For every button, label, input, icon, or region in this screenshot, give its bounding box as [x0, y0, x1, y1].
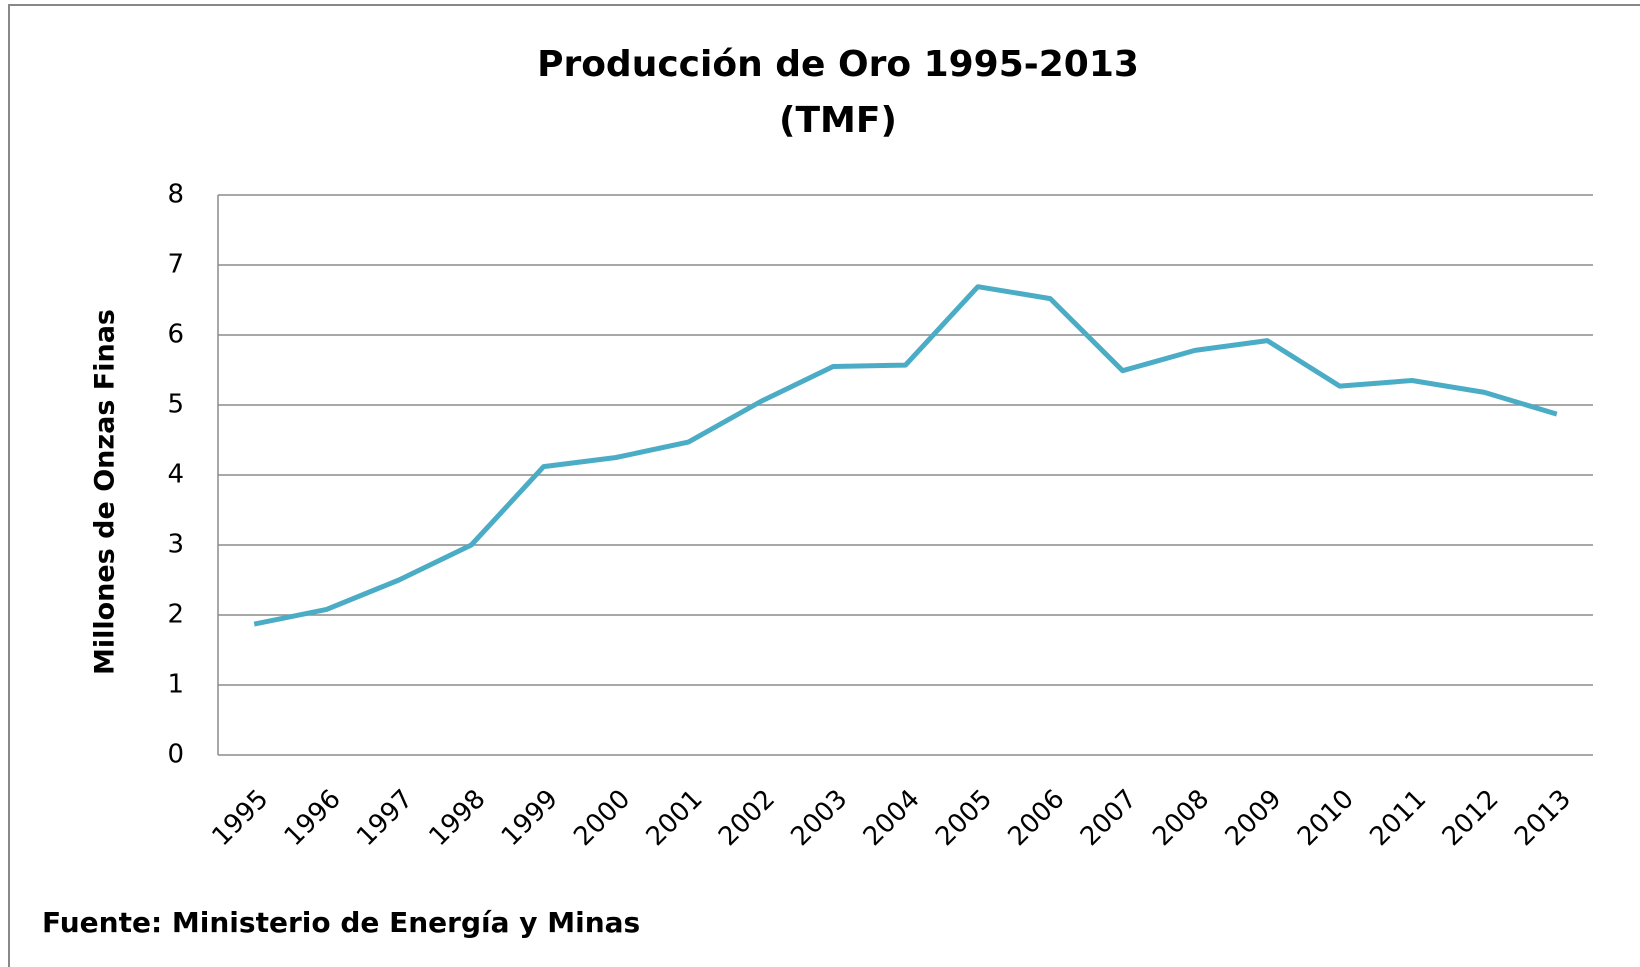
y-tick-label: 8 [167, 180, 184, 210]
x-tick-label: 1999 [496, 784, 564, 852]
data-line [253, 284, 1558, 627]
x-tick-label: 2007 [1075, 784, 1143, 852]
y-tick-label: 5 [167, 390, 184, 420]
x-tick-label: 1998 [424, 784, 492, 852]
y-tick-label: 3 [167, 530, 184, 560]
y-tick-label: 6 [167, 320, 184, 350]
x-tick-label: 2009 [1220, 784, 1288, 852]
x-tick-label: 2003 [785, 784, 853, 852]
y-tick-label: 7 [167, 250, 184, 280]
x-tick-label: 2001 [641, 784, 709, 852]
chart-frame [8, 4, 1640, 967]
y-axis-label: Millones de Onzas Finas [90, 309, 121, 675]
y-tick-label: 1 [167, 670, 184, 700]
y-tick-label: 0 [167, 740, 184, 770]
source-note: Fuente: Ministerio de Energía y Minas [42, 906, 640, 939]
x-tick-label: 2012 [1437, 784, 1505, 852]
x-tick-label: 1996 [279, 784, 347, 852]
x-tick-label: 2000 [568, 784, 636, 852]
x-tick-label: 2008 [1147, 784, 1215, 852]
x-tick-label: 2010 [1292, 784, 1360, 852]
x-tick-label: 2002 [713, 784, 781, 852]
x-tick-label: 2011 [1364, 784, 1432, 852]
chart-title: Producción de Oro 1995-2013 [537, 44, 1139, 85]
x-tick-label: 1997 [351, 784, 419, 852]
x-tick-label: 2004 [858, 784, 926, 852]
chart-subtitle: (TMF) [779, 100, 897, 141]
x-tick-label: 2013 [1509, 784, 1577, 852]
y-tick-label: 4 [167, 460, 184, 490]
y-tick-label: 2 [167, 600, 184, 630]
x-tick-label: 2006 [1002, 784, 1070, 852]
x-tick-label: 2005 [930, 784, 998, 852]
x-tick-label: 1995 [206, 784, 274, 852]
